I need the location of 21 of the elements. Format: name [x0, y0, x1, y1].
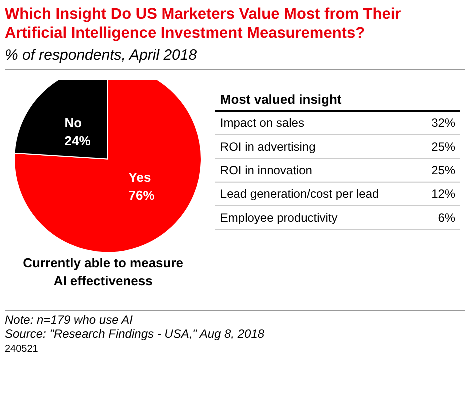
text: Most valued insight: [220, 92, 342, 107]
chart-subtitle: % of respondents, April 2018: [5, 45, 465, 70]
data-label: 24%: [64, 133, 92, 148]
text: Currently able to measure AI effectiveness: [23, 255, 184, 288]
text: Note: n=179 who use AI: [5, 313, 134, 327]
category-label: ROI in advertising: [220, 140, 316, 154]
category-label: ROI in innovation: [220, 164, 312, 178]
text: 240521: [5, 343, 40, 357]
slice-label: No: [64, 115, 82, 130]
text: 25%: [432, 164, 456, 178]
text: 12%: [432, 187, 456, 202]
text: 6%: [438, 210, 456, 225]
category-label: Employee productivity: [220, 210, 338, 225]
data-label: 76%: [128, 188, 156, 204]
slice-label: Yes: [128, 170, 152, 186]
chart-title: Which Insight Do US Marketers Value Most from Their Artificial Intelligence Investment Measurements?: [5, 5, 402, 43]
text: 32%: [432, 116, 456, 130]
text: 25%: [432, 140, 456, 154]
category-label: Lead generation/cost per lead: [220, 187, 380, 202]
source-note: Source: "Research Findings - USA," Aug 8, 2018: [5, 327, 266, 341]
category-label: Impact on sales: [220, 116, 304, 130]
